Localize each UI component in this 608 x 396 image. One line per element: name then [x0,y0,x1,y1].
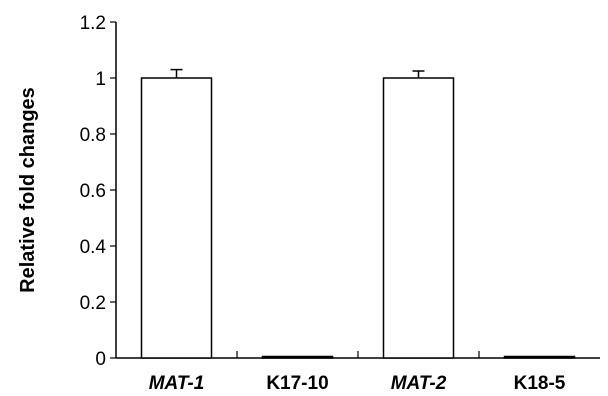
x-axis-labels: MAT-1 K17-10 MAT-2 K18-5 [149,373,566,394]
y-tick-label: 0.2 [80,293,106,314]
y-tick-label: 1 [95,69,106,90]
y-tick-label: 0.8 [80,125,106,146]
bar-k18-5 [503,355,576,359]
bar-k17-10 [261,355,334,359]
bars [140,68,576,359]
y-axis-label: Relative fold changes [17,87,39,293]
y-tick-label: 0.6 [80,181,106,202]
y-tick-label: 0 [95,349,106,370]
x-category-label: K18-5 [514,373,566,394]
y-axis-ticks: 0 0.2 0.4 0.6 0.8 1 1.2 [80,13,116,370]
bar-mat-2 [382,77,455,359]
x-category-label: MAT-1 [149,373,205,394]
x-category-label: MAT-2 [391,373,447,394]
y-tick-label: 1.2 [80,13,106,34]
bar-mat-1 [140,77,213,359]
y-tick-label: 0.4 [80,237,107,258]
x-category-label: K17-10 [266,373,328,394]
